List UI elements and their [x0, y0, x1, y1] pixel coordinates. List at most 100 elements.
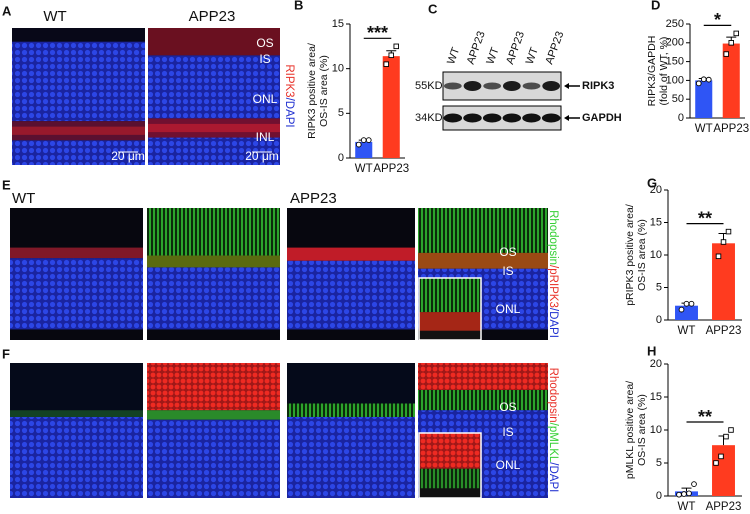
lane-label: WT: [445, 46, 462, 66]
inset-band: [419, 468, 481, 489]
data-point: [365, 137, 372, 143]
x-tick-label: WT: [695, 123, 713, 135]
data-point: [728, 40, 735, 46]
inset: [418, 432, 482, 499]
y-tick-label: 10: [650, 249, 662, 261]
blot-band: [482, 113, 502, 123]
data-point: [681, 491, 687, 497]
y-tick-label: 20: [650, 358, 662, 370]
y-tick-label: 150: [666, 56, 684, 68]
y-tick-label: 50: [672, 93, 684, 105]
panel-letter: B: [294, 0, 303, 12]
data-point: [678, 306, 685, 313]
layer-label: OS: [499, 245, 516, 259]
micrograph: [287, 363, 415, 498]
layer-label: IS: [502, 425, 513, 439]
tissue-layer: [418, 252, 548, 269]
data-point: [388, 52, 395, 59]
panel-letter: C: [428, 1, 438, 16]
marker-label: 34KD: [415, 112, 443, 124]
y-tick-label: 0: [338, 152, 344, 164]
y-axis-label: OS-IS area (%): [318, 55, 330, 127]
y-tick-label: 0: [656, 314, 662, 326]
y-tick-label: 250: [666, 18, 684, 30]
data-point: [695, 80, 702, 87]
data-point: [355, 141, 362, 148]
tissue-layer: [10, 410, 143, 417]
data-point: [676, 491, 682, 498]
blot-band: [443, 113, 463, 123]
tissue-layer: [147, 419, 280, 498]
band-label: GAPDH: [582, 112, 622, 124]
group-label: APP23: [290, 190, 337, 207]
micrograph: [147, 208, 280, 340]
x-tick-label: APP23: [373, 163, 409, 175]
layer-label: OS: [499, 400, 516, 414]
scale-bar-label: 20 μm: [111, 149, 145, 163]
y-axis-label: RIPK3/GAPDH: [646, 36, 658, 107]
significance: **: [698, 407, 712, 427]
tissue-layer: [12, 140, 145, 165]
lane-label: WT: [524, 46, 541, 66]
x-tick-label: APP23: [706, 325, 742, 337]
micrograph: [148, 28, 280, 165]
significance: **: [698, 208, 712, 228]
blot-band: [522, 113, 541, 123]
bar: [712, 445, 735, 496]
blot-band: [463, 113, 482, 123]
tissue-layer: [287, 247, 415, 261]
data-point: [728, 427, 734, 433]
marker-label: 55KD: [415, 80, 443, 92]
blot-band: [463, 81, 482, 91]
y-tick-label: 0: [656, 490, 662, 502]
group-label: APP23: [189, 8, 236, 25]
data-point: [723, 51, 730, 57]
layer-label: ONL: [253, 92, 278, 106]
x-tick-label: WT: [678, 325, 696, 337]
micrograph: [147, 363, 280, 498]
tissue-layer: [147, 255, 280, 268]
stain-part: /DAPI: [547, 462, 559, 492]
layer-label: OS: [256, 36, 273, 50]
stain-part: Rhodopsin: [547, 368, 559, 423]
inset: [418, 277, 482, 341]
tissue-layer: [147, 267, 280, 330]
y-tick-label: 5: [656, 281, 662, 293]
stain-part: /DAPI: [283, 98, 295, 128]
inset-top: [419, 278, 481, 313]
error-bar: [681, 487, 692, 492]
data-point: [700, 76, 707, 83]
micrograph: [10, 363, 143, 498]
y-axis-label: (fold of WT, %): [658, 37, 670, 106]
blot-band: [541, 113, 561, 123]
inset-top: [419, 433, 481, 469]
blot-band: [522, 82, 541, 90]
y-tick-label: 5: [656, 457, 662, 469]
data-point: [733, 30, 740, 37]
tissue-layer: [148, 28, 280, 56]
bar: [722, 43, 740, 118]
lane-label: APP23: [543, 30, 566, 66]
blot-band: [502, 81, 521, 91]
panel-letter: H: [647, 343, 656, 358]
data-point: [718, 453, 724, 460]
panel-letter: D: [651, 0, 660, 12]
layer-label: IS: [259, 52, 270, 66]
micrograph: [287, 208, 415, 340]
lane-label: WT: [484, 46, 501, 66]
tissue-layer: [10, 258, 143, 330]
bar: [695, 80, 713, 118]
significance: ***: [367, 23, 388, 43]
y-tick-label: 20: [650, 184, 662, 196]
data-point: [705, 76, 712, 83]
bar: [712, 243, 735, 320]
y-tick-label: 200: [666, 37, 684, 49]
stain-part: /DAPI: [547, 308, 559, 338]
tissue-layer: [287, 417, 415, 498]
y-tick-label: 10: [332, 63, 344, 75]
panel-letter: G: [647, 175, 657, 190]
bar: [382, 56, 400, 158]
y-tick-label: 15: [650, 391, 662, 403]
stain-part: /pRIPK3: [547, 265, 559, 308]
